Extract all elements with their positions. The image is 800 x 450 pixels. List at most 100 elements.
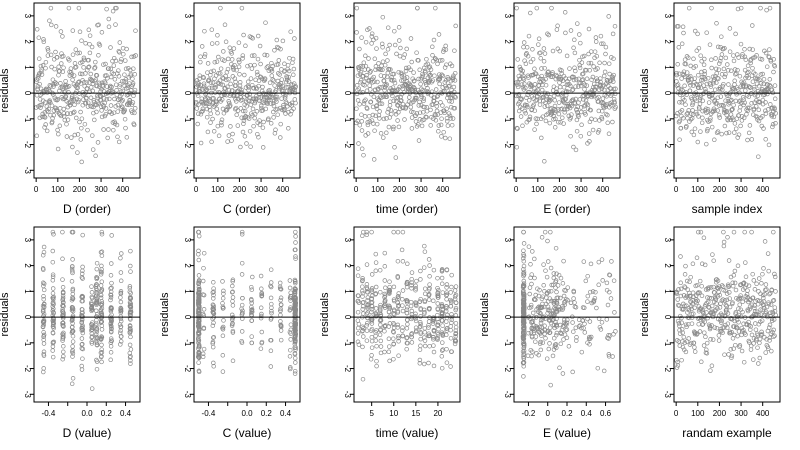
data-point — [257, 118, 262, 123]
data-point — [115, 134, 120, 140]
data-point — [547, 95, 553, 100]
data-point — [225, 66, 231, 72]
data-point — [55, 97, 61, 102]
data-point — [597, 324, 603, 330]
x-tick-label: 100 — [211, 185, 225, 194]
data-point — [110, 8, 116, 14]
data-point — [61, 53, 66, 59]
data-point — [521, 241, 527, 246]
data-point — [685, 287, 690, 292]
data-point — [759, 318, 765, 323]
data-point — [58, 81, 63, 86]
data-point — [677, 137, 682, 142]
data-point — [570, 87, 576, 92]
data-point — [276, 58, 282, 63]
data-point — [257, 43, 263, 49]
data-point — [682, 98, 687, 103]
data-point — [96, 22, 101, 28]
data-point — [70, 264, 75, 269]
data-point — [122, 116, 128, 122]
y-tick-label: -2 — [183, 141, 192, 149]
data-point — [549, 72, 555, 77]
data-point — [211, 296, 216, 301]
data-point — [391, 336, 396, 341]
data-point — [699, 261, 705, 267]
data-point — [435, 285, 440, 291]
data-point — [128, 294, 133, 300]
data-point — [396, 339, 401, 344]
data-point — [544, 356, 550, 361]
y-tick-label: -2 — [183, 365, 192, 373]
data-point — [239, 115, 244, 120]
data-point — [369, 287, 374, 293]
data-point — [606, 14, 611, 19]
data-point — [392, 28, 397, 34]
data-point — [545, 259, 551, 264]
data-point — [591, 64, 596, 69]
data-point — [252, 62, 257, 68]
data-point — [37, 115, 43, 121]
data-point — [428, 67, 434, 72]
data-point — [531, 330, 537, 336]
data-point — [677, 118, 683, 124]
data-point — [118, 270, 124, 275]
data-point — [98, 320, 104, 325]
data-point — [40, 114, 45, 120]
data-point — [762, 292, 768, 297]
data-point — [291, 66, 297, 72]
data-point — [44, 128, 50, 134]
data-point — [237, 83, 243, 88]
plot-frame — [353, 226, 461, 403]
data-point — [400, 308, 406, 314]
data-point — [554, 27, 560, 32]
data-point — [79, 367, 85, 372]
data-point — [79, 125, 84, 131]
data-point — [197, 315, 202, 320]
data-point — [262, 76, 268, 81]
data-point — [412, 78, 417, 83]
data-point — [226, 77, 231, 82]
data-point — [362, 114, 368, 119]
data-point — [359, 112, 364, 117]
data-point — [709, 124, 715, 130]
data-point — [449, 320, 454, 326]
data-point — [292, 301, 298, 307]
data-point — [450, 116, 456, 121]
data-point — [70, 77, 75, 83]
data-point — [692, 345, 697, 350]
data-point — [237, 80, 243, 85]
data-point — [676, 303, 682, 309]
data-point — [732, 268, 738, 274]
data-point — [679, 327, 685, 332]
data-point — [288, 298, 293, 303]
data-point — [238, 106, 244, 111]
data-point — [363, 97, 368, 103]
data-point — [249, 300, 254, 306]
data-point — [683, 102, 688, 107]
x-tick-label: 300 — [574, 185, 588, 194]
y-tick-label: 1 — [23, 289, 32, 294]
data-point — [704, 30, 709, 35]
plot-frame — [673, 226, 781, 403]
data-point — [759, 331, 765, 337]
data-point — [201, 83, 207, 89]
data-point — [115, 97, 121, 102]
data-point — [413, 316, 418, 321]
data-point — [430, 317, 436, 322]
data-point — [452, 288, 458, 293]
data-point — [540, 329, 545, 334]
data-point — [724, 297, 730, 303]
data-point — [392, 145, 397, 150]
data-point — [749, 137, 755, 142]
data-point — [290, 60, 295, 65]
data-point — [682, 284, 687, 289]
data-point — [539, 73, 544, 79]
data-point — [409, 126, 415, 131]
data-point — [409, 276, 414, 282]
data-point — [383, 323, 388, 328]
data-point — [772, 83, 778, 88]
data-point — [288, 29, 293, 34]
data-point — [240, 53, 246, 58]
data-point — [525, 104, 530, 110]
